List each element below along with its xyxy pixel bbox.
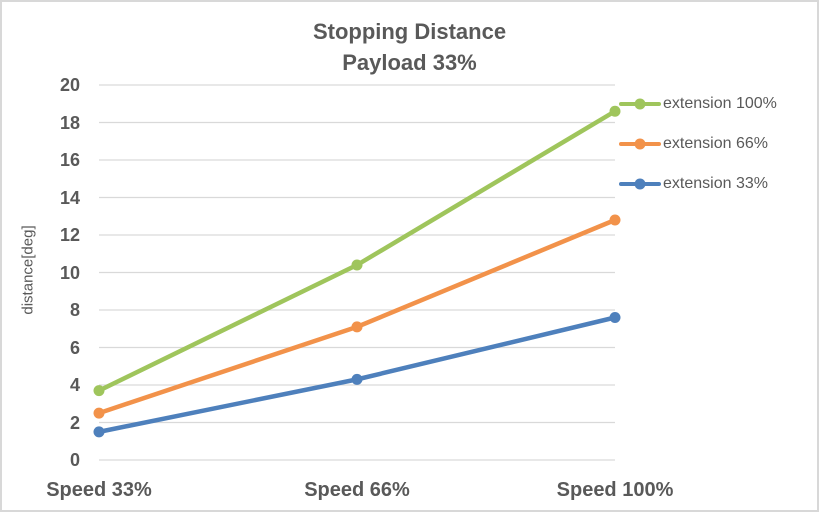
y-tick-label: 10 <box>59 262 80 283</box>
legend-label: extension 66% <box>663 135 768 152</box>
legend-item: extension 100% <box>619 84 777 124</box>
x-axis-label: Speed 33% <box>46 479 152 501</box>
legend: extension 100% extension 66% extension 3… <box>619 84 777 204</box>
data-point-marker <box>93 426 105 438</box>
y-tick-label: 16 <box>59 150 80 170</box>
legend-line-marker-icon <box>619 138 661 150</box>
y-tick-label: 8 <box>69 300 80 320</box>
legend-dot-icon <box>634 98 646 110</box>
y-tick-label: 20 <box>59 75 80 95</box>
y-tick-label: 14 <box>59 187 80 208</box>
data-point-marker <box>351 259 363 271</box>
x-axis-label: Speed 100% <box>556 479 674 501</box>
data-point-marker <box>93 385 105 397</box>
data-point-marker <box>609 312 621 323</box>
legend-line-marker-icon <box>619 178 661 190</box>
y-tick-label: 18 <box>59 112 80 133</box>
y-tick-label: 2 <box>69 412 80 433</box>
legend-line-marker-icon <box>619 98 661 110</box>
chart-title-line2: Payload 33% <box>342 50 477 75</box>
data-point-marker <box>351 373 363 385</box>
legend-dot-icon <box>634 178 646 190</box>
y-tick-label: 4 <box>69 375 80 395</box>
x-axis-label: Speed 66% <box>304 479 410 501</box>
data-point-marker <box>609 105 621 117</box>
y-tick-label: 12 <box>59 225 80 245</box>
y-tick-label: 0 <box>69 450 80 470</box>
legend-dot-icon <box>634 138 646 150</box>
legend-item: extension 33% <box>619 164 777 204</box>
legend-label: extension 100% <box>663 95 777 112</box>
legend-label: extension 33% <box>663 175 768 192</box>
chart-title: Stopping Distance Payload 33% <box>2 16 817 78</box>
chart-title-line1: Stopping Distance <box>312 19 507 44</box>
y-tick-label: 6 <box>69 337 80 358</box>
data-point-marker <box>93 407 105 419</box>
data-point-marker <box>609 214 621 226</box>
legend-item: extension 66% <box>619 124 777 164</box>
data-point-marker <box>351 321 363 333</box>
